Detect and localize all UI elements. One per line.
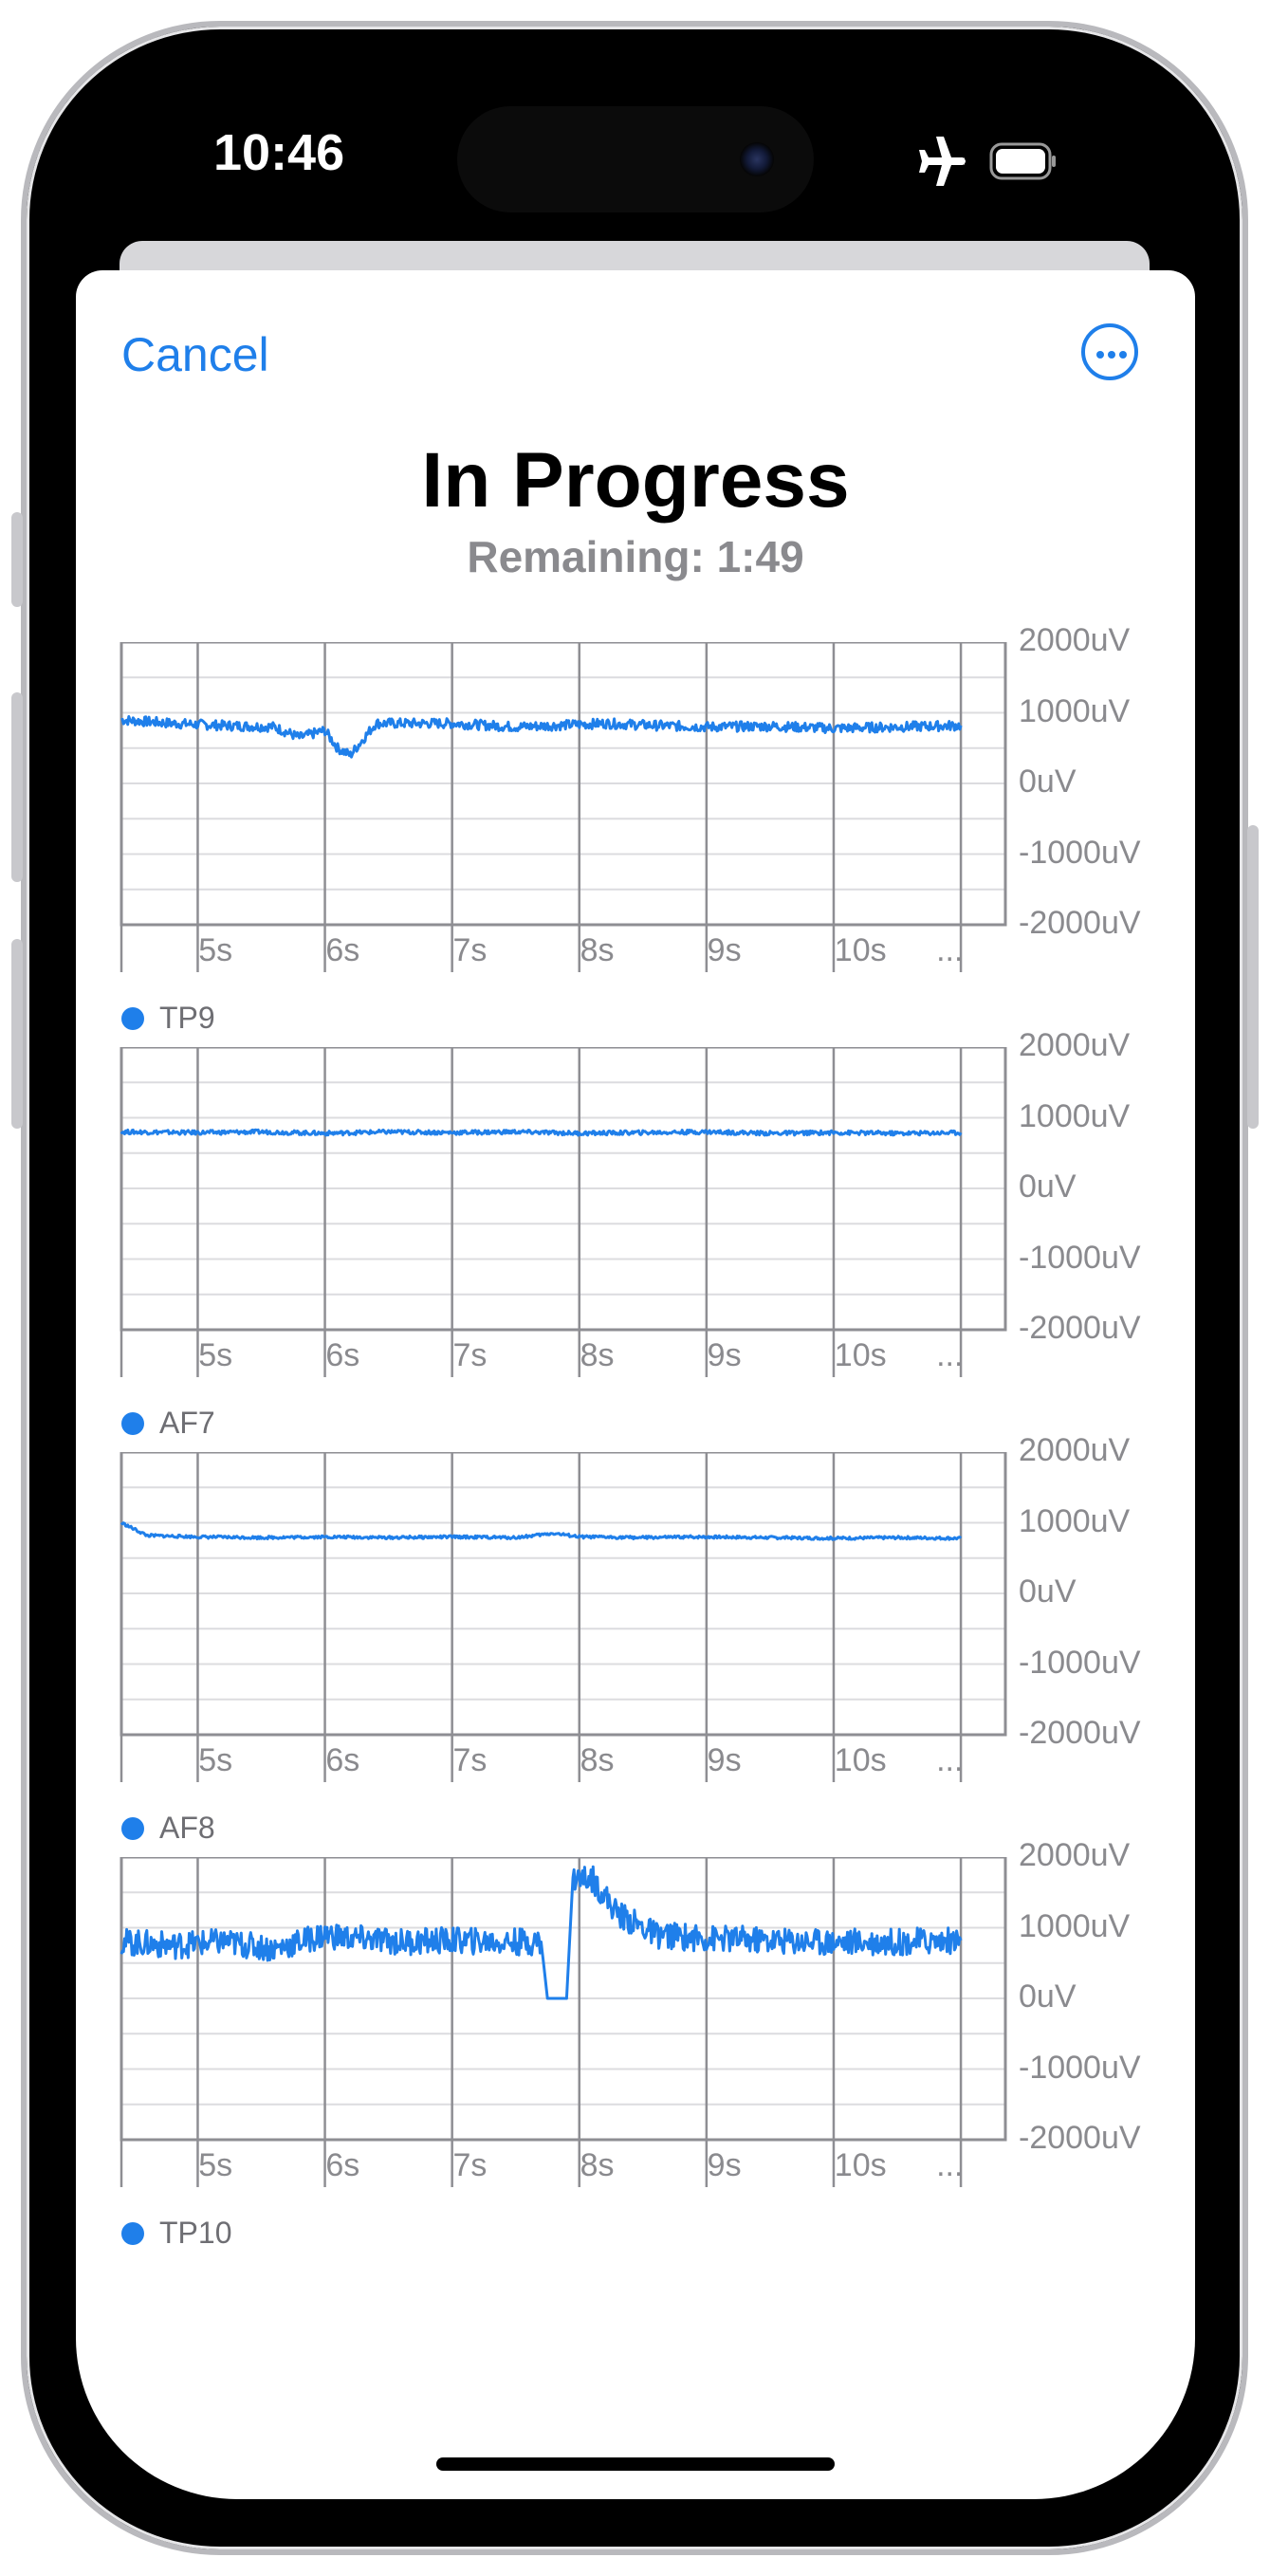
x-tick-label: 7s — [452, 1337, 488, 1373]
y-tick-label: -1000uV — [1019, 834, 1141, 871]
chart-legend: AF8 — [121, 1811, 215, 1846]
eeg-chart-tp9: 2000uV 1000uV 0uV -1000uV -2000uV 5s 6s 7s 8s 9s 1… — [76, 622, 1195, 1035]
y-tick-label: -1000uV — [1019, 1644, 1141, 1681]
x-tick-label: ... — [936, 2147, 964, 2183]
eeg-chart-af8: 2000uV 1000uV 0uV -1000uV -2000uV 5s 6s 7s 8s 9s 1… — [76, 1432, 1195, 1845]
x-tick-label: 10s — [834, 1742, 887, 1778]
home-indicator — [436, 2457, 835, 2471]
plot-frame — [120, 1857, 1007, 2142]
legend-label: TP10 — [159, 2216, 232, 2250]
remaining-time: Remaining: 1:49 — [467, 532, 804, 581]
y-tick-label: -2000uV — [1019, 905, 1141, 941]
x-tick-label: 10s — [834, 2147, 887, 2183]
x-tick-label: 8s — [580, 2147, 615, 2183]
y-tick-label: 1000uV — [1019, 692, 1131, 729]
x-tick-label: 8s — [580, 1337, 615, 1373]
x-tick-label: 7s — [452, 932, 488, 968]
y-tick-label: 0uV — [1019, 1978, 1077, 2015]
y-tick-label: -1000uV — [1019, 2049, 1141, 2086]
chart-plot — [120, 1047, 1007, 1377]
modal-sheet: Cancel In Progress Remaining: 1:49 2000u… — [76, 270, 1195, 2499]
action-button — [11, 512, 23, 607]
y-tick-label: 0uV — [1019, 1168, 1077, 1205]
battery-icon — [989, 142, 1056, 180]
x-tick-label: 10s — [834, 932, 887, 968]
volume-up-button — [11, 692, 23, 882]
plot-frame — [120, 1047, 1007, 1332]
x-tick-label: 10s — [834, 1337, 887, 1373]
series-line-af7 — [120, 1128, 963, 1137]
chart-legend: AF7 — [121, 1406, 215, 1441]
plot-frame — [120, 1452, 1007, 1737]
x-tick-label: 5s — [198, 2147, 233, 2183]
legend-label: AF7 — [159, 1406, 215, 1440]
legend-dot — [121, 1816, 144, 1840]
y-tick-label: 2000uV — [1019, 1432, 1131, 1468]
airplane-icon — [919, 137, 966, 186]
ellipsis-circle-icon[interactable] — [1081, 323, 1138, 380]
eeg-chart-af7: 2000uV 1000uV 0uV -1000uV -2000uV 5s 6s 7s 8s 9s 1… — [76, 1027, 1195, 1440]
x-tick-label: ... — [936, 1337, 964, 1373]
legend-dot — [121, 1411, 144, 1435]
y-tick-label: -1000uV — [1019, 1239, 1141, 1276]
x-tick-label: 9s — [707, 1337, 742, 1373]
y-tick-label: -2000uV — [1019, 1715, 1141, 1751]
y-tick-label: 1000uV — [1019, 1097, 1131, 1134]
y-tick-label: 0uV — [1019, 764, 1077, 800]
y-tick-label: 1000uV — [1019, 1907, 1131, 1944]
chart-legend: TP10 — [121, 2216, 231, 2251]
x-tick-label: 5s — [198, 1742, 233, 1778]
legend-label: TP9 — [159, 1001, 215, 1035]
x-tick-label: ... — [936, 932, 964, 968]
y-tick-label: -2000uV — [1019, 1310, 1141, 1346]
x-tick-label: 5s — [198, 932, 233, 968]
x-tick-label: ... — [936, 1742, 964, 1778]
status-time: 10:46 — [213, 124, 345, 181]
cancel-button[interactable]: Cancel — [121, 328, 269, 381]
y-tick-label: 1000uV — [1019, 1502, 1131, 1539]
y-tick-label: 0uV — [1019, 1573, 1077, 1610]
x-tick-label: 9s — [707, 1742, 742, 1778]
x-tick-label: 7s — [452, 1742, 488, 1778]
y-tick-label: 2000uV — [1019, 1027, 1131, 1063]
chart-plot — [120, 1452, 1007, 1782]
x-tick-label: 8s — [580, 1742, 615, 1778]
x-tick-label: 6s — [325, 2147, 360, 2183]
camera-icon — [740, 142, 774, 176]
x-tick-label: 8s — [580, 932, 615, 968]
dynamic-island — [457, 106, 814, 212]
x-tick-label: 9s — [707, 2147, 742, 2183]
eeg-chart-tp10: 2000uV 1000uV 0uV -1000uV -2000uV 5s 6s 7s 8s 9s 1… — [76, 1837, 1195, 2250]
y-tick-label: 2000uV — [1019, 622, 1131, 658]
y-tick-label: -2000uV — [1019, 2120, 1141, 2156]
series-line-tp9 — [120, 715, 963, 759]
y-tick-label: 2000uV — [1019, 1837, 1131, 1873]
series-line-tp10 — [120, 1865, 963, 2000]
legend-dot — [121, 1006, 144, 1030]
chart-plot — [120, 1857, 1007, 2187]
volume-down-button — [11, 939, 23, 1129]
page-title: In Progress — [421, 437, 850, 524]
x-tick-label: 6s — [325, 1742, 360, 1778]
x-tick-label: 9s — [707, 932, 742, 968]
status-icons — [915, 133, 1058, 194]
power-button — [1247, 825, 1259, 1129]
x-tick-label: 7s — [452, 2147, 488, 2183]
legend-label: AF8 — [159, 1811, 215, 1845]
chart-plot — [120, 642, 1007, 972]
x-tick-label: 6s — [325, 1337, 360, 1373]
x-tick-label: 6s — [325, 932, 360, 968]
series-line-af8 — [120, 1521, 963, 1541]
plot-frame — [120, 642, 1007, 927]
legend-dot — [121, 2221, 144, 2245]
x-tick-label: 5s — [198, 1337, 233, 1373]
chart-legend: TP9 — [121, 1001, 215, 1036]
